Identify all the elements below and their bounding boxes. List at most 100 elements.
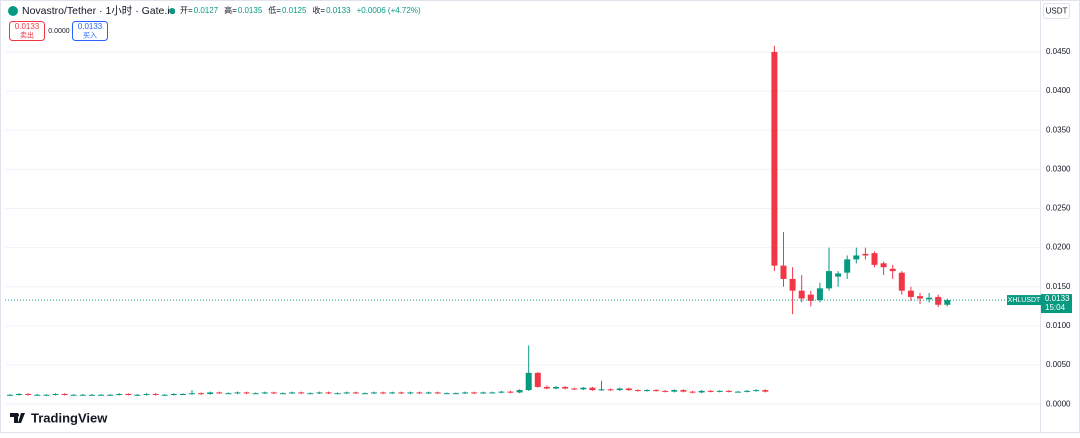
candle-body (134, 394, 141, 396)
candle-body (371, 392, 377, 394)
grid: 0.0000 0.0050 0.0100 0.0150 0.0200 0.0250 0.03… (5, 0, 1071, 433)
brand-icon (10, 413, 25, 423)
candle-body (161, 394, 168, 396)
candle-body (662, 390, 669, 392)
legend-label: 开= (180, 6, 193, 15)
candle-body (634, 390, 641, 392)
candle-body (835, 273, 842, 277)
ohlc-legend: 开= 0.0127 高= 0.0135 低= 0.0125 收= 0.0133 +0.0006 … (180, 5, 421, 15)
candle-body (452, 393, 459, 395)
legend-value: 0.0125 (282, 6, 307, 15)
currency[interactable]: USDT (1046, 7, 1068, 16)
candle-body (7, 394, 13, 396)
candle-body (571, 388, 578, 390)
legend-label: 收= (312, 5, 325, 15)
candle-body (935, 296, 942, 305)
candle-body (625, 388, 632, 391)
candle-body (762, 390, 769, 392)
y-tick-label: 0.0400 (1046, 86, 1071, 95)
candle-body (107, 394, 114, 396)
candle-body (671, 390, 678, 392)
candle-body (252, 393, 259, 395)
candle-body (553, 386, 559, 389)
brand: TradingView (31, 410, 108, 425)
candle-body (52, 393, 59, 395)
candle-body (653, 390, 660, 392)
y-tick-label: 0.0450 (1046, 47, 1071, 56)
candle-body (917, 296, 923, 299)
candle-body (471, 392, 478, 394)
buy-price[interactable]: 0.0133 (78, 22, 103, 31)
candle-body (534, 372, 541, 387)
candle-body (298, 392, 305, 394)
candle-body (807, 294, 814, 301)
symbol-tag-text: XHLUSDT (1008, 297, 1041, 304)
candle-body (680, 390, 687, 392)
candle-body (316, 392, 323, 394)
candle-body (798, 290, 805, 299)
candle-body (562, 386, 569, 389)
legend-label: 低= (268, 5, 281, 15)
candle-body (753, 390, 760, 392)
candle-body (216, 392, 223, 394)
candle-body (844, 259, 851, 273)
y-tick-label: 0.0300 (1046, 164, 1071, 173)
buy-button[interactable] (72, 21, 108, 41)
candle-body (725, 390, 732, 392)
sell-button[interactable] (9, 21, 45, 41)
candle-body (716, 390, 723, 392)
candle-body (398, 392, 405, 394)
symbol-tag (1007, 295, 1041, 306)
candle-body (707, 390, 714, 392)
candle-body (261, 392, 268, 394)
candle-body (43, 394, 50, 396)
candle-body (616, 388, 623, 391)
candle-body (580, 387, 587, 390)
buy-label[interactable]: 买入 (83, 31, 97, 39)
candle-body (170, 393, 177, 395)
candle-body (407, 392, 414, 394)
candle-body (25, 393, 32, 395)
countdown: 15:04 (1045, 303, 1066, 312)
candle-body (79, 394, 86, 396)
candle-body (507, 391, 514, 393)
last-price-tag (1041, 294, 1072, 314)
candle-body (880, 263, 887, 268)
candle-body (607, 389, 614, 391)
chart-title: Novastro/Tether · 1小时 · Gate.io (22, 5, 176, 17)
candle-body (944, 300, 951, 305)
candle-body (598, 389, 605, 391)
legend-value: 0.0127 (194, 6, 219, 15)
candle-body (116, 393, 123, 395)
candle-body (644, 390, 650, 392)
sell-price[interactable]: 0.0133 (15, 22, 40, 31)
y-tick-label: 0.0350 (1046, 125, 1071, 134)
candle-body (352, 392, 359, 394)
y-tick-label: 0.0100 (1046, 321, 1071, 330)
candle-body (225, 393, 232, 395)
y-tick-label: 0.0000 (1046, 399, 1071, 408)
sell-label[interactable]: 卖出 (20, 30, 34, 39)
candle-body (789, 278, 796, 291)
candle-body (143, 393, 150, 395)
candles (7, 45, 951, 396)
candle-body (516, 390, 523, 393)
candle-body (780, 265, 787, 279)
candle-body (61, 393, 68, 395)
candle-body (889, 268, 896, 272)
candle-body (380, 392, 387, 394)
candle-body (498, 391, 505, 393)
y-tick-label: 0.0050 (1046, 360, 1071, 369)
candle-body (70, 394, 77, 396)
y-tick-label: 0.0200 (1046, 243, 1071, 252)
candle-body (480, 392, 487, 394)
candle-body (389, 392, 396, 394)
legend-value: 0.0133 (326, 6, 351, 15)
candle-body (443, 393, 450, 395)
candle-body (234, 392, 241, 394)
candle-body (853, 255, 860, 260)
candle-body (425, 392, 432, 394)
currency-button[interactable] (1043, 3, 1070, 19)
candle-body (416, 392, 423, 394)
